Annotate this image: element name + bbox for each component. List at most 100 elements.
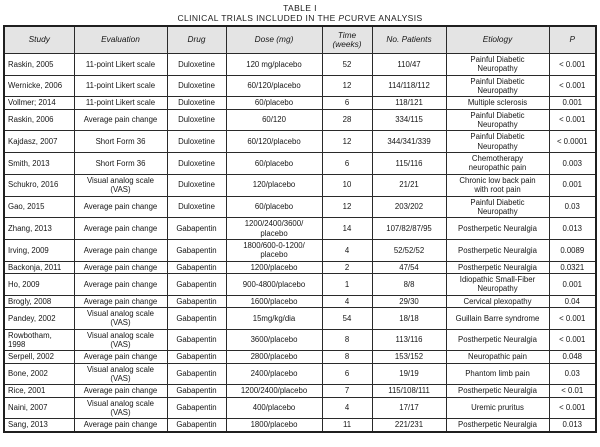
- cell-time: 28: [321, 108, 373, 132]
- table-row: Zhang, 2013 Average pain change Gabapentin…: [3, 217, 597, 240]
- cell-etiology: Chronic low back pain with root pain: [445, 173, 550, 197]
- cell-evaluation: Average pain change: [73, 294, 168, 308]
- cell-evaluation: 11-point Likert scale: [73, 53, 168, 76]
- table-row: Backonja, 2011 Average pain change Gabapen…: [3, 260, 597, 274]
- cell-study: Naini, 2007: [3, 396, 75, 420]
- cell-time: 12: [321, 195, 373, 219]
- cell-time: 10: [321, 173, 373, 197]
- cell-time: 54: [321, 306, 373, 330]
- cell-study: Bone, 2002: [3, 362, 75, 386]
- cell-evaluation: Average pain change: [73, 195, 168, 219]
- caption-italic-p: P: [338, 13, 345, 24]
- cell-drug: Gabapentin: [166, 396, 227, 420]
- cell-study: Smith, 2013: [3, 152, 75, 175]
- cell-study: Raskin, 2006: [3, 108, 75, 132]
- cell-evaluation: Average pain change: [73, 384, 168, 398]
- cell-dose: 400/placebo: [225, 396, 323, 420]
- cell-study: Irving, 2009: [3, 238, 75, 262]
- cell-p: < 0.001: [548, 74, 597, 98]
- table-row: Raskin, 2005 11-point Likert scale Duloxet…: [3, 53, 597, 76]
- column-header-drug: Drug: [166, 25, 227, 55]
- cell-etiology: Painful Diabetic Neuropathy: [445, 53, 550, 76]
- cell-p: 0.0321: [548, 260, 597, 274]
- cell-etiology: Postherpetic Neuralgia: [445, 384, 550, 398]
- column-header-p: P: [548, 25, 597, 55]
- cell-p: 0.03: [548, 362, 597, 386]
- cell-p: 0.003: [548, 152, 597, 175]
- cell-dose: 60/placebo: [225, 96, 323, 110]
- cell-study: Ho, 2009: [3, 272, 75, 296]
- cell-dose: 60/placebo: [225, 195, 323, 219]
- cell-etiology: Postherpetic Neuralgia: [445, 418, 550, 433]
- cell-time: 12: [321, 130, 373, 154]
- cell-time: 6: [321, 152, 373, 175]
- cell-patients: 113/116: [371, 328, 447, 352]
- cell-dose: 60/120/placebo: [225, 130, 323, 154]
- cell-patients: 344/341/339: [371, 130, 447, 154]
- cell-p: < 0.001: [548, 396, 597, 420]
- table-row: Bone, 2002 Visual analog scale (VAS) Gabap…: [3, 362, 597, 386]
- cell-drug: Gabapentin: [166, 306, 227, 330]
- table-row: Wernicke, 2006 11-point Likert scale Dulox…: [3, 74, 597, 98]
- cell-evaluation: Visual analog scale (VAS): [73, 328, 168, 352]
- cell-drug: Duloxetine: [166, 173, 227, 197]
- cell-time: 11: [321, 418, 373, 433]
- cell-etiology: Postherpetic Neuralgia: [445, 260, 550, 274]
- cell-evaluation: Visual analog scale (VAS): [73, 306, 168, 330]
- clinical-trials-table: Study Evaluation Drug Dose (mg) Time (weeks)…: [3, 25, 597, 433]
- cell-dose: 1200/2400/3600/ placebo: [225, 217, 323, 240]
- table-row: Pandey, 2002 Visual analog scale (VAS) Gab…: [3, 306, 597, 330]
- cell-dose: 1200/placebo: [225, 260, 323, 274]
- cell-evaluation: Visual analog scale (VAS): [73, 173, 168, 197]
- cell-study: Raskin, 2005: [3, 53, 75, 76]
- cell-evaluation: 11-point Likert scale: [73, 74, 168, 98]
- cell-dose: 60/120: [225, 108, 323, 132]
- cell-dose: 1200/2400/placebo: [225, 384, 323, 398]
- cell-drug: Duloxetine: [166, 96, 227, 110]
- cell-p: < 0.0001: [548, 130, 597, 154]
- cell-evaluation: Average pain change: [73, 108, 168, 132]
- cell-drug: Duloxetine: [166, 74, 227, 98]
- cell-drug: Gabapentin: [166, 238, 227, 262]
- table-row: Brogly, 2008 Average pain change Gabapenti…: [3, 294, 597, 308]
- cell-patients: 8/8: [371, 272, 447, 296]
- cell-patients: 153/152: [371, 350, 447, 364]
- caption-text: CLINICAL TRIALS INCLUDED IN THE: [177, 13, 339, 24]
- cell-evaluation: Average pain change: [73, 260, 168, 274]
- cell-etiology: Postherpetic Neuralgia: [445, 238, 550, 262]
- cell-p: 0.001: [548, 173, 597, 197]
- cell-study: Rice, 2001: [3, 384, 75, 398]
- cell-dose: 1800/600-0-1200/ placebo: [225, 238, 323, 262]
- cell-evaluation: 11-point Likert scale: [73, 96, 168, 110]
- cell-p: 0.001: [548, 272, 597, 296]
- cell-evaluation: Short Form 36: [73, 130, 168, 154]
- cell-p: 0.013: [548, 217, 597, 240]
- column-header-time: Time (weeks): [321, 25, 373, 55]
- cell-study: Rowbotham, 1998: [3, 328, 75, 352]
- cell-study: Serpell, 2002: [3, 350, 75, 364]
- cell-time: 52: [321, 53, 373, 76]
- cell-study: Schukro, 2016: [3, 173, 75, 197]
- cell-patients: 29/30: [371, 294, 447, 308]
- cell-dose: 900-4800/placebo: [225, 272, 323, 296]
- table-row: Rowbotham, 1998 Visual analog scale (VAS)…: [3, 328, 597, 352]
- cell-patients: 107/82/87/95: [371, 217, 447, 240]
- cell-p: < 0.001: [548, 328, 597, 352]
- cell-study: Backonja, 2011: [3, 260, 75, 274]
- cell-p: 0.048: [548, 350, 597, 364]
- cell-etiology: Painful Diabetic Neuropathy: [445, 195, 550, 219]
- cell-time: 14: [321, 217, 373, 240]
- cell-etiology: Chemotherapy neuropathic pain: [445, 152, 550, 175]
- cell-etiology: Neuropathic pain: [445, 350, 550, 364]
- table-body: Raskin, 2005 11-point Likert scale Duloxet…: [3, 53, 597, 433]
- table-row: Irving, 2009 Average pain change Gabapenti…: [3, 238, 597, 262]
- cell-time: 4: [321, 396, 373, 420]
- table-row: Smith, 2013 Short Form 36 Duloxetine 60/pla…: [3, 152, 597, 175]
- table-row: Rice, 2001 Average pain change Gabapentin 1…: [3, 384, 597, 398]
- cell-time: 8: [321, 350, 373, 364]
- cell-drug: Gabapentin: [166, 362, 227, 386]
- cell-drug: Gabapentin: [166, 260, 227, 274]
- cell-drug: Gabapentin: [166, 217, 227, 240]
- cell-etiology: Cervical plexopathy: [445, 294, 550, 308]
